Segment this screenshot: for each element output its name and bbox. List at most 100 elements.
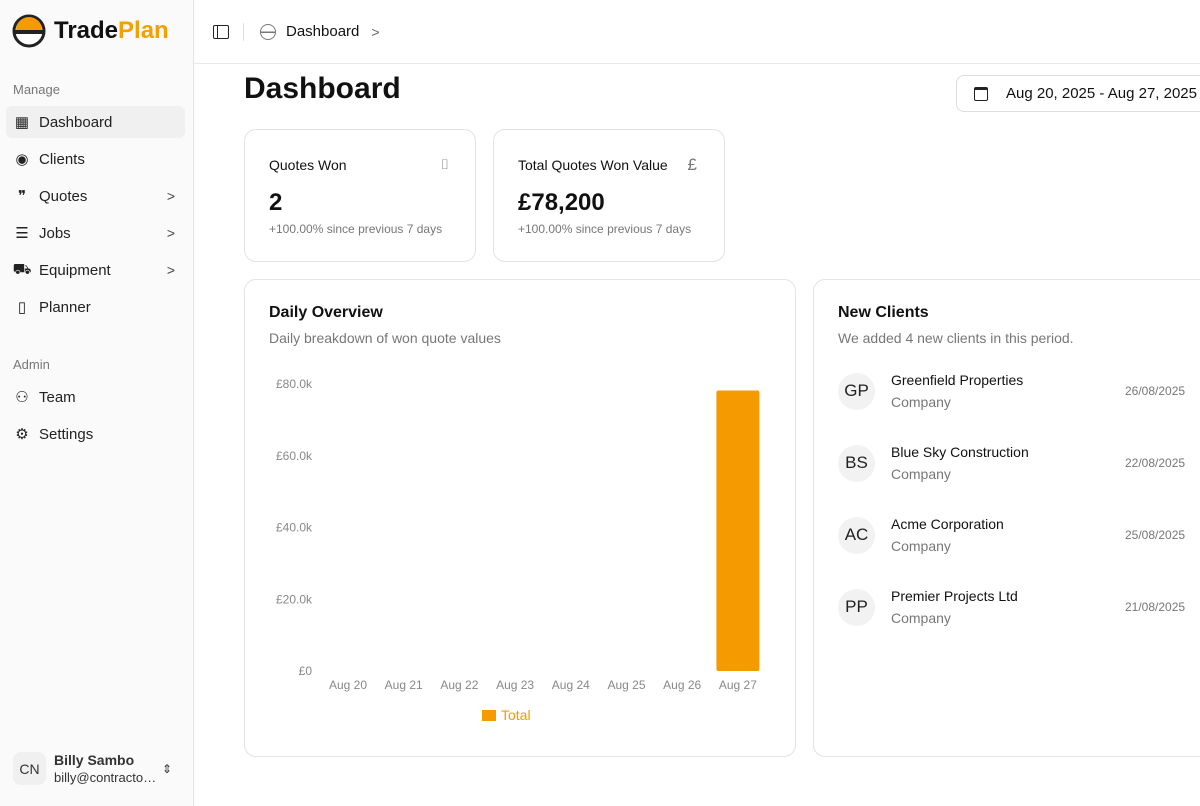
tractor-icon: ⛟ [12,260,32,278]
door-open-icon: ⌷ [440,156,449,172]
logo[interactable]: TradePlan [12,14,169,48]
sidebar-item-label: Dashboard [39,113,113,131]
x-tick-label: Aug 27 [719,678,757,692]
sidebar-item-equipment[interactable]: ⛟ Equipment > [6,254,185,286]
section-manage: Manage [13,82,60,97]
card-title: New Clients [838,304,929,321]
stat-value: £78,200 [518,189,605,216]
y-tick-label: £80.0k [276,377,313,391]
user-email: billy@contracto… [54,770,157,785]
card-subtitle: Daily breakdown of won quote values [269,330,501,346]
sidebar-item-jobs[interactable]: ☰ Jobs > [6,217,185,249]
daily-overview-card: Daily Overview Daily breakdown of won qu… [244,279,796,757]
client-type: Company [891,610,951,626]
gear-icon: ⚙ [15,426,29,443]
client-avatar: AC [838,516,875,554]
users-icon: ⚇ [15,389,29,406]
stat-label: Quotes Won [269,157,347,173]
section-admin: Admin [13,357,50,372]
breadcrumb[interactable]: Dashboard [286,23,360,40]
client-type: Company [891,394,951,410]
stat-value: 2 [269,189,283,216]
stat-label: Total Quotes Won Value [518,157,668,173]
stat-card-quotes-won: Quotes Won ⌷ 2 +100.00% since previous 7… [244,129,476,262]
client-date: 26/08/2025 [1125,384,1186,398]
client-avatar: GP [838,372,875,410]
top-bar: Dashboard > [194,0,1200,64]
chevron-right-icon: > [166,188,175,204]
quote-icon: ❞ [17,188,27,205]
client-list-item[interactable]: GP Greenfield Properties Company 26/08/2… [838,372,1200,410]
sidebar-item-label: Jobs [39,224,71,242]
layout-dashboard-icon: ▦ [14,114,30,131]
brand-name: Trade [54,17,119,44]
x-tick-label: Aug 23 [496,678,534,692]
user-name: Billy Sambo [54,752,135,768]
client-list-item[interactable]: AC Acme Corporation Company 25/08/2025 [838,516,1200,554]
calendar-icon [974,86,988,101]
x-tick-label: Aug 22 [440,678,478,692]
stat-card-total-value: Total Quotes Won Value £ £78,200 +100.00… [493,129,725,262]
chevron-right-icon: > [166,225,175,241]
chevron-right-icon: > [371,23,380,40]
client-avatar: BS [838,444,875,482]
x-tick-label: Aug 21 [385,678,423,692]
legend-label: Total [501,707,531,723]
avatar: CN [13,752,46,785]
client-date: 22/08/2025 [1125,456,1186,470]
client-list-item[interactable]: BS Blue Sky Construction Company 22/08/2… [838,444,1200,482]
y-tick-label: £60.0k [276,449,313,463]
sidebar-item-dashboard[interactable]: ▦ Dashboard [6,106,185,138]
bar-chart: £0 £20.0k £40.0k £60.0k £80.0k Aug 20 Aug 21 Au… [276,377,760,723]
list-checks-icon: ☰ [15,225,29,242]
client-type: Company [891,466,951,482]
hard-hat-logo-icon [12,14,46,48]
x-tick-label: Aug 20 [329,678,367,692]
chevrons-up-down-icon: ⇕ [162,761,173,776]
hard-hat-icon [260,23,276,40]
new-clients-card: New Clients We added 4 new clients in th… [813,279,1200,757]
notebook-icon: ▯ [17,299,27,316]
sidebar-item-clients[interactable]: ◉ Clients [6,143,185,175]
client-name: Blue Sky Construction [891,444,1029,460]
y-tick-label: £0 [299,664,313,678]
sidebar-item-label: Settings [39,425,94,443]
user-circle-icon: ◉ [15,151,29,168]
sidebar-item-label: Equipment [39,261,111,279]
sidebar: TradePlan Manage ▦ Dashboard ◉ Clients ❞ Qu… [0,0,194,806]
bar-aug-27[interactable] [716,390,760,671]
client-type: Company [891,538,951,554]
client-name: Acme Corporation [891,516,1004,532]
brand-name-accent: Plan [118,17,169,44]
stat-change: +100.00% since previous 7 days [518,222,692,236]
card-subtitle: We added 4 new clients in this period. [838,330,1074,346]
y-tick-label: £20.0k [276,592,313,606]
legend-swatch [482,710,496,721]
page-title: Dashboard [244,72,401,105]
client-avatar: PP [838,588,875,626]
client-name: Greenfield Properties [891,372,1024,388]
x-tick-label: Aug 24 [552,678,590,692]
client-name: Premier Projects Ltd [891,588,1018,604]
user-menu[interactable]: CN Billy Sambo billy@contracto… ⇕ [13,752,172,785]
client-date: 25/08/2025 [1125,528,1186,542]
sidebar-item-label: Quotes [39,187,88,205]
date-range-picker[interactable]: Aug 20, 2025 - Aug 27, 2025 [956,75,1200,112]
sidebar-item-planner[interactable]: ▯ Planner [6,291,185,323]
y-tick-label: £40.0k [276,521,313,535]
sidebar-item-label: Planner [39,298,91,316]
sidebar-toggle-icon[interactable] [213,24,229,39]
sidebar-item-label: Clients [39,150,85,168]
card-title: Daily Overview [269,304,383,321]
stat-change: +100.00% since previous 7 days [269,222,443,236]
client-list-item[interactable]: PP Premier Projects Ltd Company 21/08/20… [838,588,1200,626]
client-date: 21/08/2025 [1125,600,1186,614]
sidebar-item-label: Team [39,388,76,406]
x-tick-label: Aug 26 [663,678,701,692]
x-tick-label: Aug 25 [607,678,645,692]
sidebar-item-quotes[interactable]: ❞ Quotes > [6,180,185,212]
date-range-text: Aug 20, 2025 - Aug 27, 2025 [1006,85,1197,102]
sidebar-item-team[interactable]: ⚇ Team [6,381,185,413]
pound-icon: £ [687,155,697,174]
sidebar-item-settings[interactable]: ⚙ Settings [6,418,185,450]
